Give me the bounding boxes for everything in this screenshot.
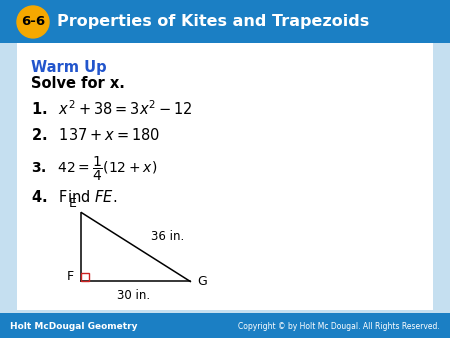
Text: G: G [197, 275, 207, 288]
Bar [81, 273, 90, 282]
Text: $\mathbf{2.}$  $137 + x = 180$: $\mathbf{2.}$ $137 + x = 180$ [31, 127, 160, 143]
Text: E: E [68, 196, 76, 210]
Text: 30 in.: 30 in. [117, 289, 150, 303]
Text: Warm Up: Warm Up [31, 61, 107, 75]
Text: $\mathbf{4.}$  Find $\mathit{FE}$.: $\mathbf{4.}$ Find $\mathit{FE}$. [31, 189, 117, 205]
Text: Properties of Kites and Trapezoids: Properties of Kites and Trapezoids [57, 15, 369, 29]
Text: $\mathbf{3.}$  $42 = \dfrac{1}{4}(12 + x)$: $\mathbf{3.}$ $42 = \dfrac{1}{4}(12 + x)… [31, 155, 157, 183]
FancyBboxPatch shape [15, 41, 435, 312]
Text: Holt McDougal Geometry: Holt McDougal Geometry [10, 322, 138, 331]
Text: 36 in.: 36 in. [151, 230, 184, 243]
Circle shape [17, 6, 49, 38]
Text: $\mathbf{1.}$  $x^2 + 38 = 3x^2 - 12$: $\mathbf{1.}$ $x^2 + 38 = 3x^2 - 12$ [31, 99, 193, 118]
Text: 6-6: 6-6 [21, 16, 45, 28]
Text: F: F [67, 270, 73, 283]
Text: Copyright © by Holt Mc Dougal. All Rights Reserved.: Copyright © by Holt Mc Dougal. All Right… [238, 322, 440, 331]
Text: Solve for x.: Solve for x. [31, 76, 125, 91]
